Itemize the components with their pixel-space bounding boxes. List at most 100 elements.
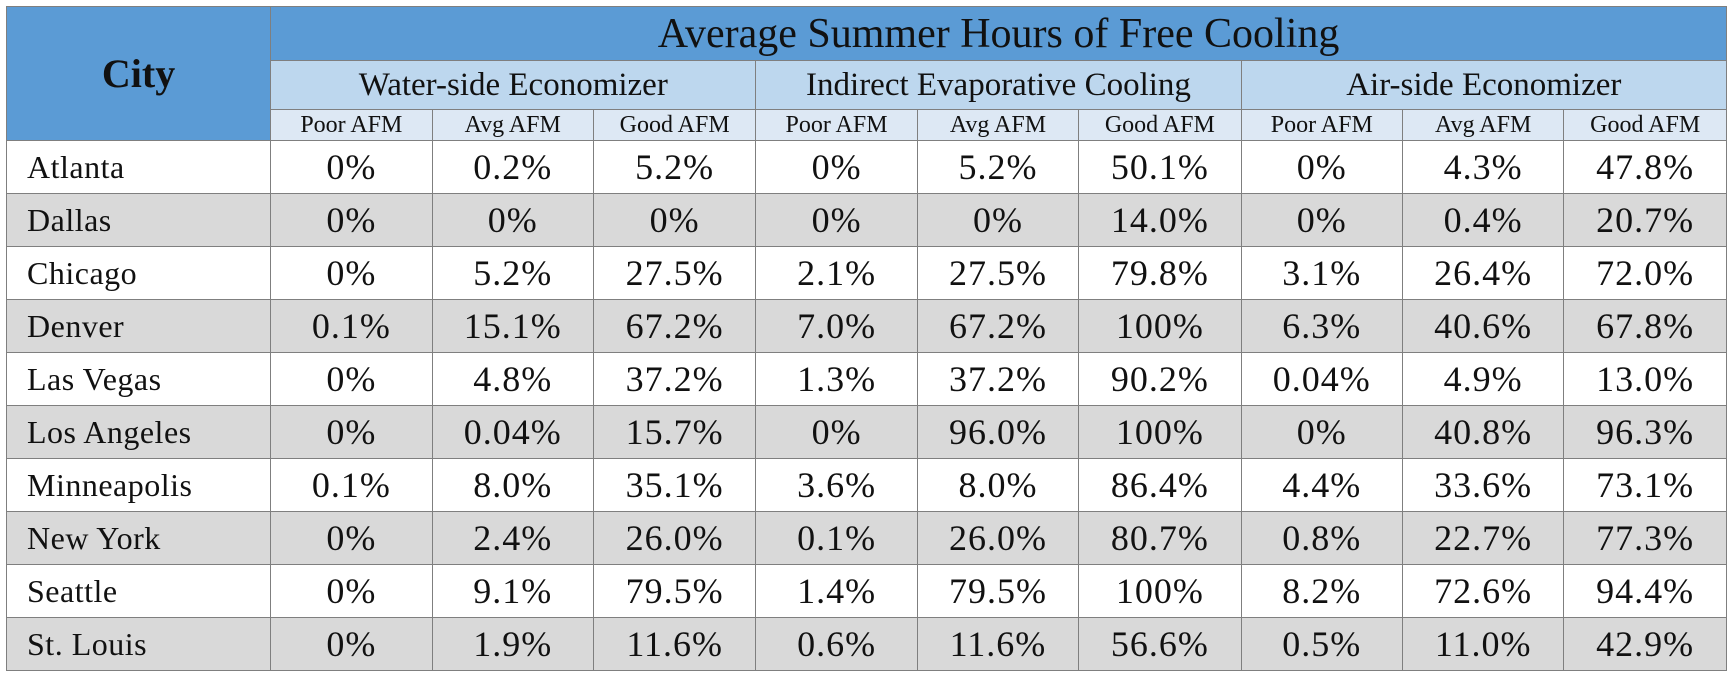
value-cell: 0.8%: [1240, 511, 1403, 565]
value-cell: 96.3%: [1563, 405, 1727, 459]
value-cell: 0%: [270, 140, 433, 194]
value-cell: 0.1%: [270, 458, 433, 512]
value-cell: 0%: [270, 511, 433, 565]
subheader-cell: Good AFM: [1078, 109, 1242, 141]
value-cell: 20.7%: [1563, 193, 1727, 247]
value-cell: 22.7%: [1401, 511, 1565, 565]
table-row: New York 0% 2.4% 26.0% 0.1% 26.0% 80.7% 0.8% 22.…: [5, 511, 1727, 565]
group-header: Indirect Evaporative Cooling: [755, 60, 1242, 110]
table-row: Dallas 0% 0% 0% 0% 0% 14.0% 0% 0.4% 20.7%: [5, 193, 1727, 247]
value-cell: 0%: [270, 246, 433, 300]
value-cell: 73.1%: [1563, 458, 1727, 512]
value-cell: 1.9%: [431, 617, 594, 671]
city-cell: Atlanta: [5, 140, 272, 194]
value-cell: 1.3%: [755, 352, 918, 406]
value-cell: 0.04%: [1240, 352, 1403, 406]
group-header-row: Water-side Economizer Indirect Evaporativ…: [7, 60, 1728, 110]
group-header: Water-side Economizer: [270, 60, 757, 110]
value-cell: 33.6%: [1401, 458, 1565, 512]
subheader-cell: Poor AFM: [1240, 109, 1403, 141]
table-title: Average Summer Hours of Free Cooling: [270, 6, 1727, 61]
subheader-cell: Avg AFM: [916, 109, 1080, 141]
value-cell: 50.1%: [1078, 140, 1242, 194]
subheader-cell: Poor AFM: [755, 109, 918, 141]
value-cell: 100%: [1078, 405, 1242, 459]
value-cell: 3.1%: [1240, 246, 1403, 300]
value-cell: 0%: [270, 352, 433, 406]
subheader-cell: Avg AFM: [431, 109, 594, 141]
value-cell: 8.0%: [431, 458, 594, 512]
free-cooling-table: City Average Summer Hours of Free Coolin…: [5, 6, 1728, 671]
value-cell: 86.4%: [1078, 458, 1242, 512]
value-cell: 0.04%: [431, 405, 594, 459]
value-cell: 0%: [270, 193, 433, 247]
value-cell: 67.2%: [916, 299, 1080, 353]
value-cell: 94.4%: [1563, 564, 1727, 618]
value-cell: 11.6%: [916, 617, 1080, 671]
value-cell: 0%: [1240, 405, 1403, 459]
value-cell: 37.2%: [592, 352, 757, 406]
value-cell: 37.2%: [916, 352, 1080, 406]
value-cell: 4.8%: [431, 352, 594, 406]
value-cell: 8.0%: [916, 458, 1080, 512]
value-cell: 0%: [1240, 193, 1403, 247]
value-cell: 40.8%: [1401, 405, 1565, 459]
value-cell: 80.7%: [1078, 511, 1242, 565]
value-cell: 5.2%: [431, 246, 594, 300]
value-cell: 26.0%: [592, 511, 757, 565]
value-cell: 5.2%: [916, 140, 1080, 194]
value-cell: 0.1%: [270, 299, 433, 353]
city-cell: Minneapolis: [5, 458, 272, 512]
value-cell: 2.1%: [755, 246, 918, 300]
value-cell: 2.4%: [431, 511, 594, 565]
value-cell: 0.5%: [1240, 617, 1403, 671]
value-cell: 11.0%: [1401, 617, 1565, 671]
value-cell: 9.1%: [431, 564, 594, 618]
value-cell: 72.0%: [1563, 246, 1727, 300]
value-cell: 4.4%: [1240, 458, 1403, 512]
value-cell: 79.8%: [1078, 246, 1242, 300]
city-cell: Denver: [5, 299, 272, 353]
city-cell: Dallas: [5, 193, 272, 247]
city-column-header: City: [5, 6, 272, 141]
value-cell: 40.6%: [1401, 299, 1565, 353]
value-cell: 0%: [592, 193, 757, 247]
value-cell: 100%: [1078, 299, 1242, 353]
value-cell: 13.0%: [1563, 352, 1727, 406]
value-cell: 35.1%: [592, 458, 757, 512]
table-row: Chicago 0% 5.2% 27.5% 2.1% 27.5% 79.8% 3.1% 26.4…: [5, 246, 1727, 300]
value-cell: 90.2%: [1078, 352, 1242, 406]
subheader-cell: Avg AFM: [1401, 109, 1565, 141]
value-cell: 0%: [755, 405, 918, 459]
value-cell: 0.4%: [1401, 193, 1565, 247]
value-cell: 5.2%: [592, 140, 757, 194]
table-body: Atlanta 0% 0.2% 5.2% 0% 5.2% 50.1% 0% 4.3% 47.8% D…: [5, 140, 1727, 671]
value-cell: 3.6%: [755, 458, 918, 512]
value-cell: 0%: [270, 564, 433, 618]
value-cell: 26.0%: [916, 511, 1080, 565]
table-row: Minneapolis 0.1% 8.0% 35.1% 3.6% 8.0% 86.4% 4.4…: [5, 458, 1727, 512]
value-cell: 42.9%: [1563, 617, 1727, 671]
table-row: Atlanta 0% 0.2% 5.2% 0% 5.2% 50.1% 0% 4.3% 47.8%: [5, 140, 1727, 194]
value-cell: 15.7%: [592, 405, 757, 459]
value-cell: 0%: [755, 140, 918, 194]
value-cell: 0.1%: [755, 511, 918, 565]
value-cell: 4.3%: [1401, 140, 1565, 194]
value-cell: 47.8%: [1563, 140, 1727, 194]
value-cell: 56.6%: [1078, 617, 1242, 671]
subheader-cell: Good AFM: [1563, 109, 1727, 141]
value-cell: 1.4%: [755, 564, 918, 618]
city-cell: Seattle: [5, 564, 272, 618]
value-cell: 0%: [431, 193, 594, 247]
value-cell: 0%: [270, 405, 433, 459]
value-cell: 0.2%: [431, 140, 594, 194]
value-cell: 96.0%: [916, 405, 1080, 459]
subheader-cell: Poor AFM: [270, 109, 433, 141]
table-row: Seattle 0% 9.1% 79.5% 1.4% 79.5% 100% 8.2% 72.6%…: [5, 564, 1727, 618]
city-cell: New York: [5, 511, 272, 565]
value-cell: 15.1%: [431, 299, 594, 353]
value-cell: 8.2%: [1240, 564, 1403, 618]
table-header: City Average Summer Hours of Free Coolin…: [5, 6, 1728, 141]
city-cell: Los Angeles: [5, 405, 272, 459]
table-row: St. Louis 0% 1.9% 11.6% 0.6% 11.6% 56.6% 0.5% 11…: [5, 617, 1727, 671]
